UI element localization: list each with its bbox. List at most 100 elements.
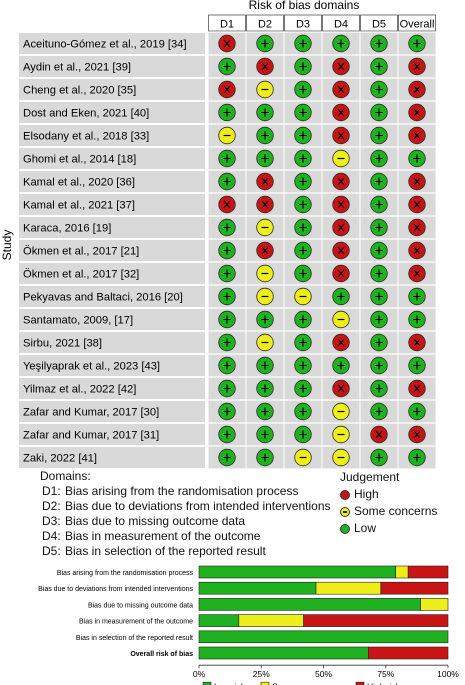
summary-bar-chart: Bias arising from the randomisation proc… bbox=[38, 565, 459, 685]
judgement-legend-item: Some concerns bbox=[340, 503, 437, 520]
domain-code: D5: bbox=[42, 544, 61, 558]
low-risk-icon bbox=[299, 430, 307, 439]
low-risk-icon bbox=[261, 131, 269, 140]
domain-code: D4: bbox=[42, 529, 61, 543]
low-risk-icon bbox=[375, 39, 383, 48]
low-risk-icon bbox=[375, 315, 383, 324]
low-risk-icon bbox=[299, 223, 307, 232]
high-risk-icon bbox=[223, 85, 231, 94]
high-risk-icon bbox=[337, 177, 345, 186]
summary-bar-low bbox=[198, 598, 421, 611]
study-label-bg bbox=[19, 171, 205, 192]
study-label: Dost and Eken, 2021 [40] bbox=[23, 108, 149, 120]
low-risk-icon bbox=[223, 384, 231, 393]
high-risk-icon bbox=[261, 200, 269, 209]
summary-bar-low bbox=[198, 581, 317, 595]
summary-bar-high bbox=[407, 565, 449, 579]
column-header-d5: D5 bbox=[372, 19, 386, 31]
low-risk-icon bbox=[413, 39, 421, 48]
summary-bar-low bbox=[198, 646, 369, 660]
domain-description: Bias in measurement of the outcome bbox=[65, 529, 261, 543]
study-label: Aydin et al., 2021 [39] bbox=[23, 62, 131, 74]
study-label-bg bbox=[19, 217, 205, 238]
high-risk-icon bbox=[337, 269, 345, 278]
summary-bar-high bbox=[368, 646, 449, 660]
low-risk-icon bbox=[375, 223, 383, 232]
study-label: Karaca, 2016 [19] bbox=[23, 223, 111, 235]
high-risk-icon bbox=[413, 131, 421, 140]
low-risk-icon bbox=[223, 453, 231, 462]
study-label-bg bbox=[19, 79, 205, 100]
column-header-box bbox=[208, 14, 246, 32]
study-label: Aceituno-Gómez et al., 2019 [34] bbox=[23, 39, 187, 51]
low-risk-icon bbox=[375, 154, 383, 163]
study-label: Elsodany et al., 2018 [33] bbox=[23, 131, 149, 143]
low-risk-icon bbox=[375, 292, 383, 301]
low-risk-icon bbox=[413, 407, 421, 416]
domains-legend: Domains: D1: Bias arising from the random… bbox=[40, 469, 331, 559]
judgement-legend: Judgement High Some concerns Low bbox=[340, 470, 437, 537]
study-label: Ökmen et al., 2017 [21] bbox=[23, 246, 139, 258]
judgement-title: Judgement bbox=[340, 470, 400, 484]
low-risk-icon bbox=[299, 85, 307, 94]
high-risk-icon bbox=[337, 338, 345, 347]
low-risk-icon bbox=[375, 131, 383, 140]
high-risk-icon bbox=[413, 200, 421, 209]
low-risk-icon bbox=[413, 453, 421, 462]
summary-bar-some-concerns bbox=[420, 598, 449, 611]
column-header-d2: D2 bbox=[258, 19, 272, 31]
domains-title: Domains: bbox=[40, 469, 91, 483]
high-risk-icon bbox=[337, 384, 345, 393]
low-risk-icon bbox=[375, 177, 383, 186]
high-risk-icon bbox=[413, 269, 421, 278]
low-risk-icon bbox=[223, 361, 231, 370]
study-label-bg bbox=[19, 102, 205, 123]
high-risk-icon bbox=[223, 200, 231, 209]
summary-bar-low bbox=[198, 614, 240, 627]
summary-bar-high bbox=[380, 581, 449, 595]
low-risk-icon bbox=[261, 384, 269, 393]
low-risk-icon bbox=[375, 361, 383, 370]
low-risk-icon bbox=[223, 407, 231, 416]
study-label: Ghomi et al., 2014 [18] bbox=[23, 154, 136, 166]
column-header-overall: Overall bbox=[400, 19, 435, 31]
low-risk-icon bbox=[413, 154, 421, 163]
high-risk-icon bbox=[337, 85, 345, 94]
study-label: Zafar and Kumar, 2017 [31] bbox=[23, 430, 159, 442]
study-label: Zafar and Kumar, 2017 [30] bbox=[23, 407, 159, 419]
summary-category-label: Overall risk of bias bbox=[130, 651, 193, 658]
legend-swatch-some-concerns bbox=[260, 681, 270, 685]
low-risk-icon bbox=[223, 154, 231, 163]
high-risk-icon bbox=[261, 62, 269, 71]
study-label-bg bbox=[19, 263, 205, 284]
summary-bar-some-concerns bbox=[395, 565, 409, 579]
low-risk-icon bbox=[375, 200, 383, 209]
low-risk-icon bbox=[299, 154, 307, 163]
y-axis-label: Study bbox=[0, 230, 14, 261]
x-tick-label: 0% bbox=[193, 669, 206, 679]
study-label: Sirbu, 2021 [38] bbox=[23, 338, 102, 350]
domain-description: Bias due to missing outcome data bbox=[65, 514, 246, 528]
high-dot-icon bbox=[340, 489, 350, 500]
column-header-d3: D3 bbox=[296, 19, 310, 31]
low-risk-icon bbox=[223, 108, 231, 117]
study-label-bg bbox=[19, 56, 205, 77]
traffic-light-grid: D1 D2 D3 D4 D5 Overall Aceituno-Gómez et al., … bbox=[19, 14, 436, 470]
low-risk-icon bbox=[223, 177, 231, 186]
judgement-legend-item: High bbox=[340, 486, 437, 503]
low-risk-icon bbox=[261, 315, 269, 324]
low-risk-icon bbox=[375, 384, 383, 393]
high-risk-icon bbox=[337, 246, 345, 255]
judgement-label: Some concerns bbox=[354, 504, 438, 518]
study-label-bg bbox=[19, 240, 205, 261]
high-risk-icon bbox=[223, 39, 231, 48]
domain-legend-item: D1: Bias arising from the randomisation p… bbox=[42, 484, 331, 499]
some-concerns-dot-icon bbox=[340, 506, 350, 517]
high-risk-icon bbox=[413, 223, 421, 232]
high-risk-icon bbox=[413, 108, 421, 117]
study-label-bg bbox=[19, 309, 205, 330]
low-risk-icon bbox=[299, 407, 307, 416]
domain-description: Bias arising from the randomisation proc… bbox=[65, 484, 299, 498]
summary-bar-low bbox=[198, 565, 397, 579]
low-risk-icon bbox=[223, 430, 231, 439]
